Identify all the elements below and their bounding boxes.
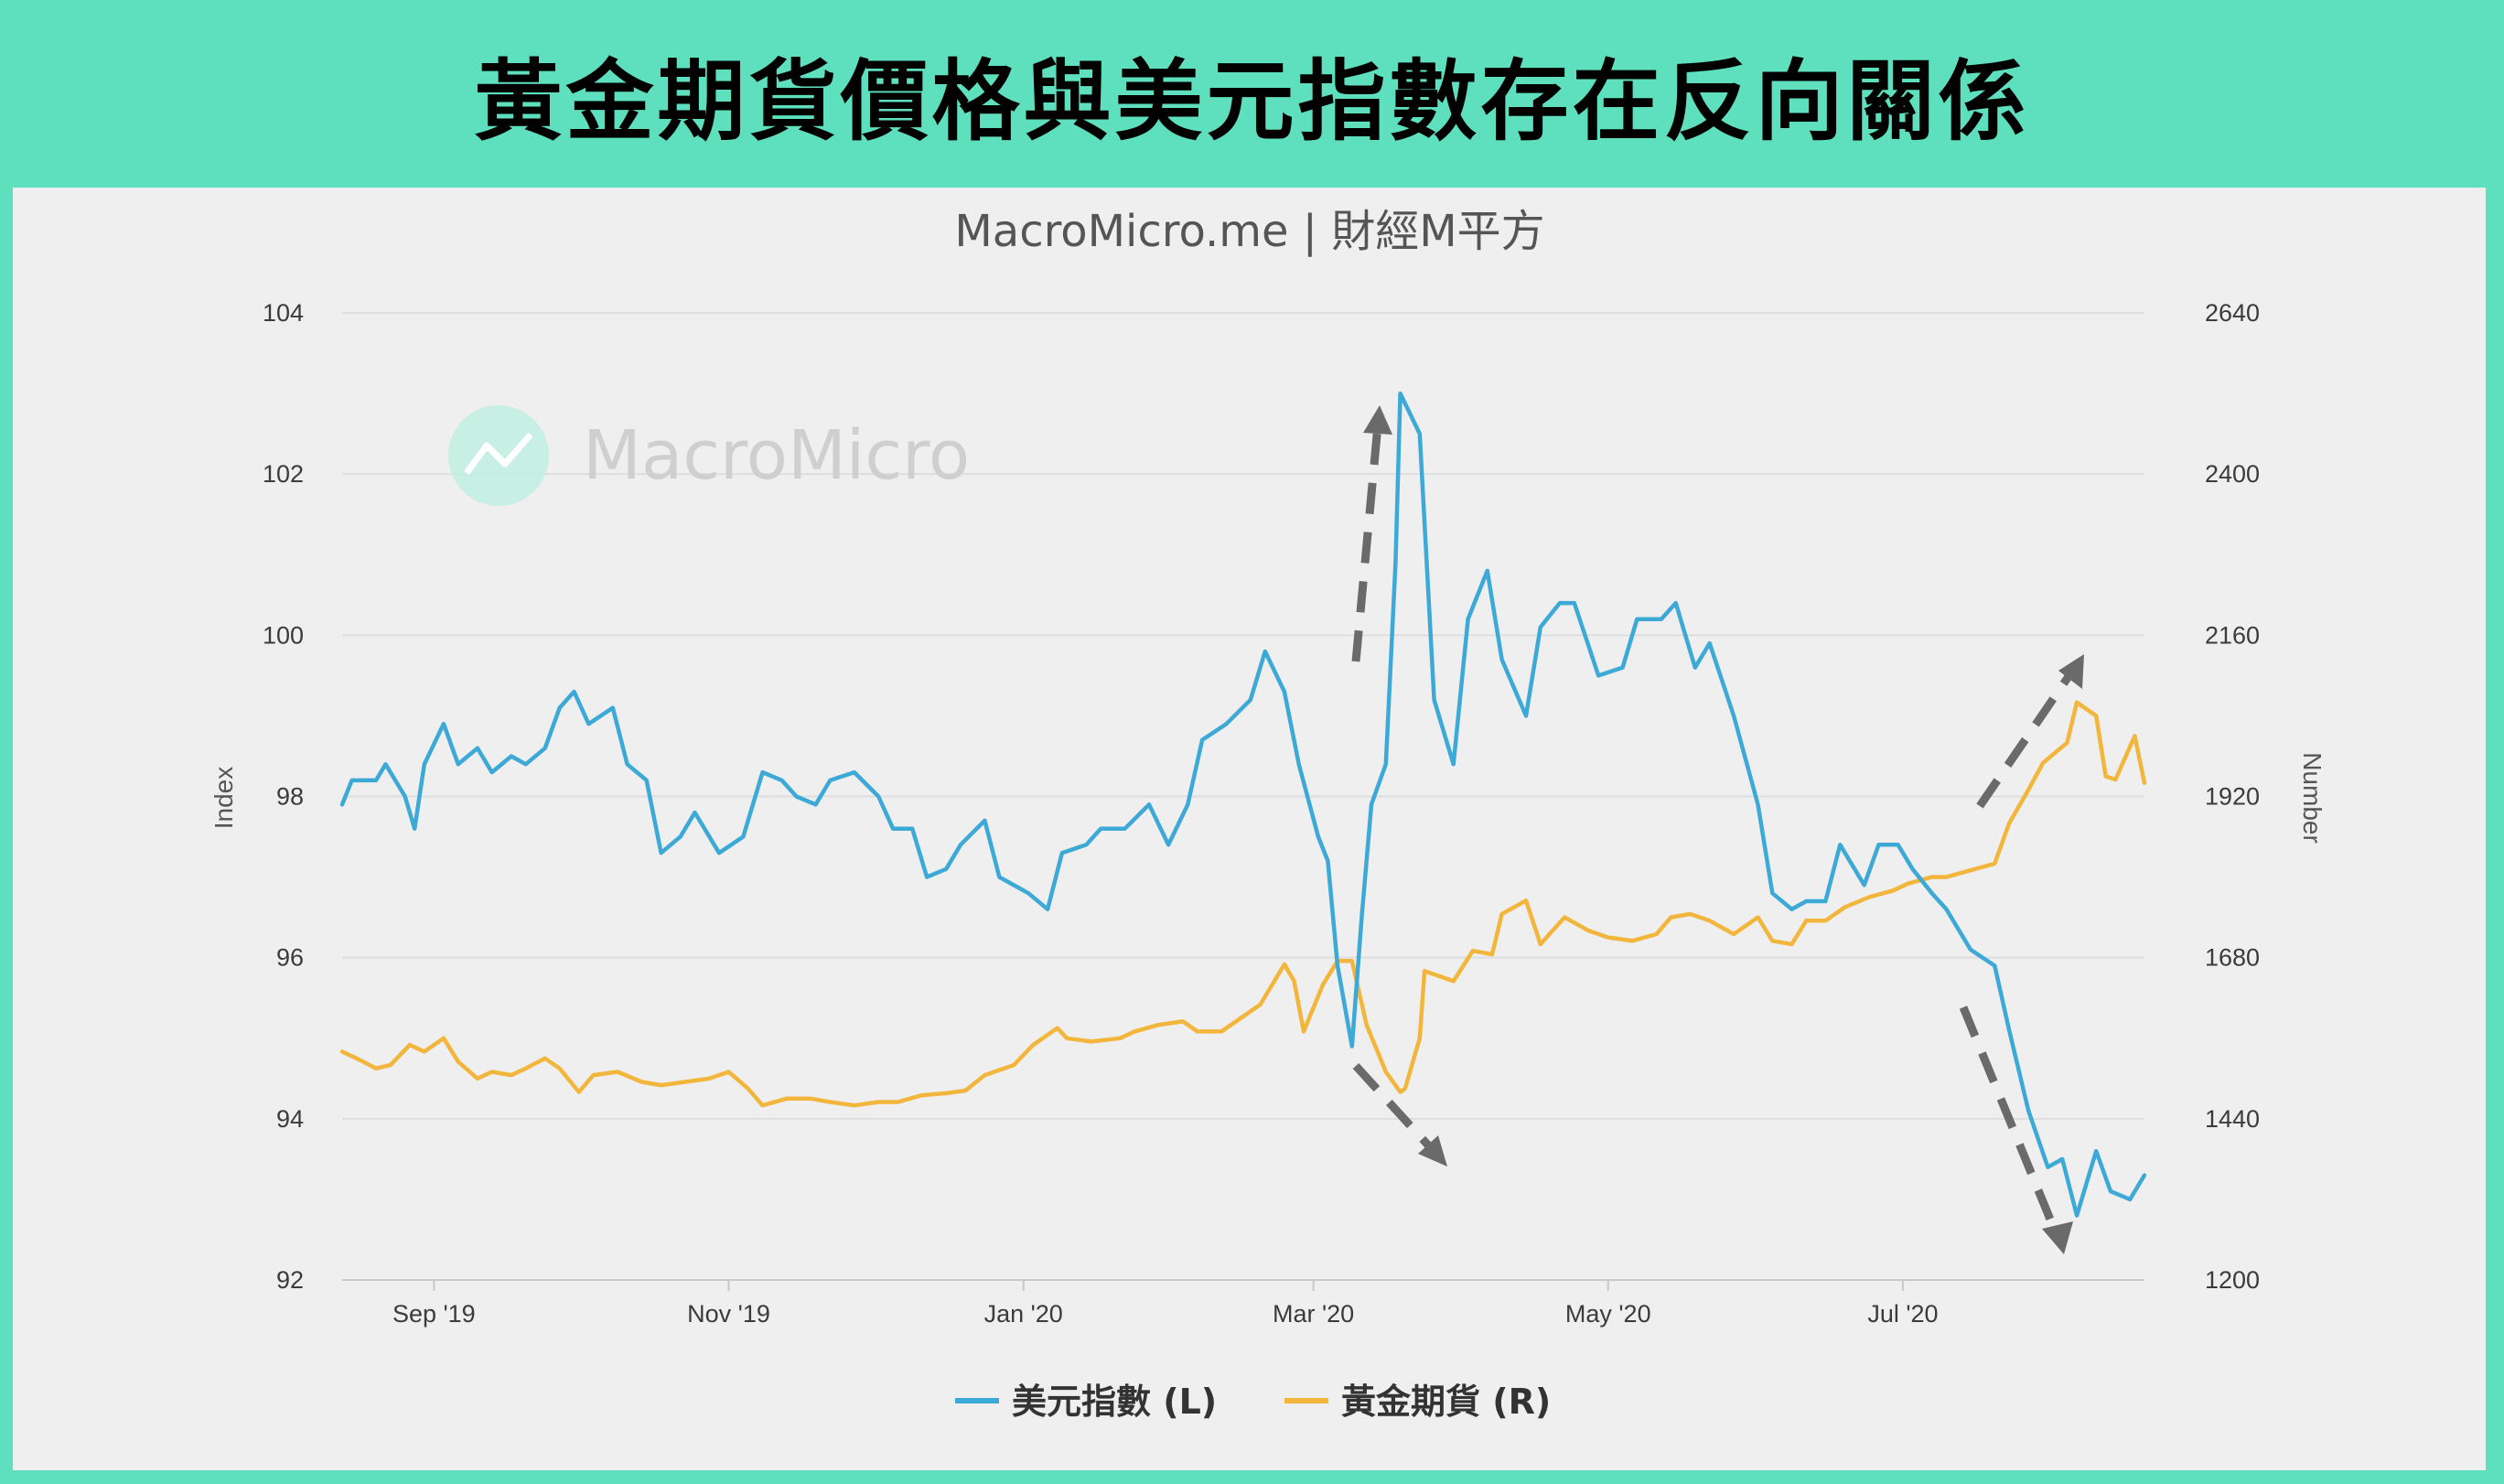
page-title: 黃金期貨價格與美元指數存在反向關係 (474, 50, 2030, 153)
x-tick-label: Jan '20 (984, 1300, 1063, 1328)
x-axis-ticks: Sep '19 Nov '19 Jan '20 Mar '20 May '20 Jul '… (392, 1280, 1939, 1328)
legend-item-usd[interactable]: 美元指數 (L) (955, 1382, 1217, 1422)
arrow-up-1-icon (1351, 405, 1392, 662)
y-left-tick-label: 100 (263, 621, 304, 649)
y-right-tick-label: 1680 (2205, 944, 2260, 972)
y-axis-right-title: Number (2298, 752, 2327, 844)
chart-title: MacroMicro.me | 財經M平方 (954, 206, 1544, 257)
x-tick-label: Jul '20 (1867, 1300, 1938, 1328)
legend-label-gold: 黃金期貨 (R) (1341, 1382, 1551, 1422)
gridlines (342, 312, 2144, 1281)
legend-item-gold[interactable]: 黃金期貨 (R) (1284, 1382, 1551, 1422)
y-right-tick-label: 2640 (2205, 299, 2260, 327)
series-layer (339, 391, 2147, 1218)
chart-panel: MacroMicro MacroMicro.me | 財經M平方 Index N… (13, 188, 2486, 1470)
series-line-usd (339, 391, 2147, 1218)
watermark: MacroMicro (448, 405, 970, 506)
y-left-tick-label: 92 (276, 1266, 304, 1294)
y-axis-left-title: Index (210, 767, 238, 830)
x-tick-label: Sep '19 (392, 1300, 476, 1328)
y-axis-right-ticks: 2640 2400 2160 1920 1680 1440 1200 (2205, 299, 2260, 1294)
y-left-tick-label: 98 (276, 783, 304, 811)
y-right-tick-label: 2160 (2205, 621, 2260, 649)
x-tick-label: Nov '19 (687, 1300, 770, 1328)
x-tick-label: May '20 (1565, 1300, 1651, 1328)
legend-label-usd: 美元指數 (L) (1012, 1382, 1217, 1422)
y-right-tick-label: 2400 (2205, 460, 2260, 488)
series-line-gold (339, 700, 2147, 1108)
watermark-chart-icon (464, 432, 533, 476)
chart-svg: MacroMicro MacroMicro.me | 財經M平方 Index N… (210, 206, 2327, 1422)
y-right-tick-label: 1920 (2205, 783, 2260, 811)
y-left-tick-label: 102 (263, 460, 304, 488)
y-left-tick-label: 104 (263, 299, 304, 327)
y-left-tick-label: 96 (276, 944, 304, 972)
y-axis-left-ticks: 104 102 100 98 96 94 92 (263, 299, 304, 1294)
arrow-up-2-icon (1976, 654, 2084, 809)
y-left-tick-label: 94 (276, 1105, 304, 1133)
legend: 美元指數 (L) 黃金期貨 (R) (955, 1382, 1551, 1422)
y-right-tick-label: 1440 (2205, 1105, 2260, 1133)
title-banner: 黃金期貨價格與美元指數存在反向關係 (0, 0, 2504, 188)
arrow-down-2-icon (1959, 1005, 2073, 1254)
trend-arrows (1351, 405, 2084, 1254)
watermark-text: MacroMicro (583, 416, 970, 495)
y-right-tick-label: 1200 (2205, 1266, 2260, 1294)
arrow-down-1-icon (1352, 1062, 1447, 1167)
x-tick-label: Mar '20 (1273, 1300, 1354, 1328)
